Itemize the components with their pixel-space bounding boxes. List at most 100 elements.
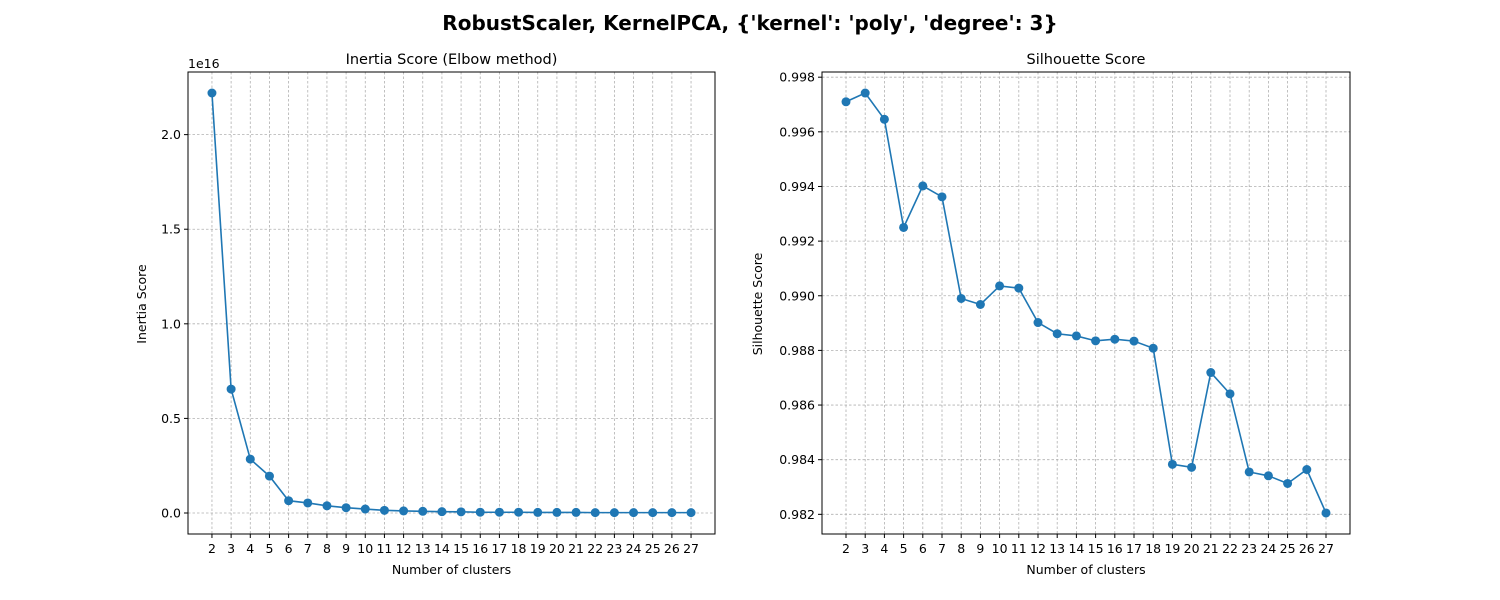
silhouette-chart-title: Silhouette Score [1027,52,1146,68]
x-tick-label: 11 [376,541,392,556]
x-tick-label: 5 [900,541,908,556]
x-tick-label: 12 [396,541,412,556]
x-tick-label: 9 [976,541,984,556]
inertia-data-point [399,506,409,516]
x-tick-label: 12 [1030,541,1046,556]
silhouette-chart: Silhouette Score Number of clusters Silh… [750,52,1351,577]
inertia-data-point [284,496,294,506]
silhouette-data-point [879,114,889,124]
inertia-data-point [303,498,313,508]
x-tick-label: 4 [880,541,888,556]
y-tick-label: 2.0 [161,127,181,142]
silhouette-data-point [1225,389,1235,399]
y-tick-label: 0.992 [779,234,815,249]
x-tick-label: 6 [285,541,293,556]
inertia-data-point [379,505,389,515]
silhouette-data-point [1321,508,1331,518]
y-tick-label: 0.0 [161,506,181,521]
silhouette-grid [822,72,1350,534]
x-tick-label: 15 [1088,541,1104,556]
x-tick-label: 18 [1145,541,1161,556]
x-tick-label: 7 [304,541,312,556]
x-tick-label: 3 [861,541,869,556]
silhouette-data-point [956,293,966,303]
x-tick-label: 16 [472,541,488,556]
silhouette-data-point [937,192,947,202]
x-tick-label: 25 [645,541,661,556]
inertia-series [207,88,696,518]
silhouette-x-axis-label: Number of clusters [1026,562,1145,577]
x-tick-label: 8 [957,541,965,556]
x-tick-label: 13 [1049,541,1065,556]
x-tick-label: 14 [434,541,450,556]
y-tick-label: 1.5 [161,222,181,237]
x-tick-label: 20 [549,541,565,556]
inertia-data-point [590,508,600,518]
x-tick-label: 26 [1299,541,1315,556]
x-tick-label: 22 [587,541,603,556]
x-tick-label: 16 [1107,541,1123,556]
silhouette-y-axis-label: Silhouette Score [750,252,765,355]
y-tick-label: 0.5 [161,411,181,426]
silhouette-data-point [1014,283,1024,293]
x-tick-label: 26 [664,541,680,556]
inertia-x-axis-label: Number of clusters [392,562,511,577]
inertia-data-point [629,508,639,518]
silhouette-series-line [845,92,1327,514]
silhouette-data-point [1263,471,1273,481]
y-tick-label: 0.998 [779,70,815,85]
x-tick-label: 7 [938,541,946,556]
x-tick-label: 23 [606,541,622,556]
y-tick-label: 0.996 [779,124,815,139]
x-tick-label: 10 [357,541,373,556]
x-tick-label: 17 [1126,541,1142,556]
x-tick-label: 6 [919,541,927,556]
silhouette-data-point [841,97,851,107]
silhouette-data-point [860,88,870,98]
inertia-data-point [571,507,581,517]
y-tick-label: 0.990 [779,288,815,303]
inertia-data-point [552,507,562,517]
inertia-data-point [475,507,485,517]
x-tick-label: 8 [323,541,331,556]
inertia-data-point [226,384,236,394]
x-tick-label: 23 [1241,541,1257,556]
x-tick-label: 2 [208,541,216,556]
inertia-data-point [360,504,370,514]
y-tick-label: 1.0 [161,316,181,331]
inertia-chart: Inertia Score (Elbow method) Number of c… [134,52,716,577]
y-tick-label: 0.984 [779,452,815,467]
silhouette-data-point [918,181,928,191]
silhouette-data-point [1110,334,1120,344]
silhouette-data-point [1187,462,1197,472]
inertia-data-point [609,508,619,518]
x-tick-label: 9 [342,541,350,556]
silhouette-data-point [1091,336,1101,346]
silhouette-data-point [1283,478,1293,488]
silhouette-data-point [975,300,985,310]
inertia-data-point [322,501,332,511]
silhouette-series [841,88,1331,518]
x-tick-label: 15 [453,541,469,556]
inertia-chart-title: Inertia Score (Elbow method) [346,52,558,68]
x-tick-label: 18 [511,541,527,556]
x-tick-label: 13 [415,541,431,556]
x-tick-label: 24 [1260,541,1276,556]
x-tick-label: 17 [491,541,507,556]
silhouette-data-point [1129,336,1139,346]
inertia-grid [188,72,715,534]
y-tick-label: 0.986 [779,398,815,413]
inertia-plot-frame [187,71,716,535]
inertia-data-point [494,507,504,517]
inertia-data-point [245,454,255,464]
silhouette-plot-frame [821,71,1351,535]
silhouette-data-point [1033,318,1043,328]
x-tick-label: 19 [1164,541,1180,556]
inertia-ticks: 2 3 4 5 6 7 8 9 10 11 12 13 14 15 16 17 18 19 20 21 22 23 24 25… [161,127,699,556]
x-tick-label: 21 [568,541,584,556]
y-tick-label: 0.988 [779,343,815,358]
inertia-data-point [456,507,466,517]
x-tick-label: 21 [1203,541,1219,556]
